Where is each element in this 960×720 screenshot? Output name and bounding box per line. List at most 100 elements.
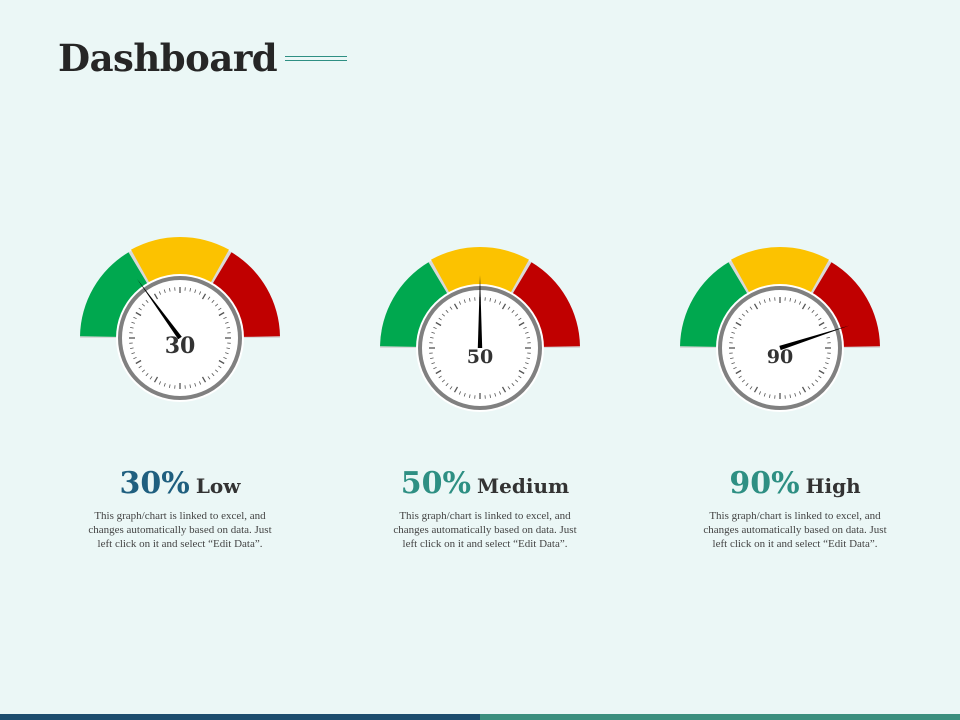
gauge-tick bbox=[763, 299, 766, 303]
gauge-tick bbox=[163, 383, 166, 387]
gauge-tick bbox=[431, 331, 435, 334]
gauge-tick bbox=[133, 356, 137, 360]
gauge-tick bbox=[515, 313, 519, 317]
gauge-tick bbox=[441, 379, 445, 383]
gauge-tick bbox=[826, 357, 830, 359]
gauge-tick bbox=[218, 311, 225, 317]
gauge-tick bbox=[430, 357, 434, 359]
gauge-tick bbox=[225, 352, 229, 355]
gauge-tick bbox=[218, 365, 222, 369]
gauge-tick bbox=[218, 307, 222, 311]
gauge-tick bbox=[794, 393, 797, 397]
level-label: Low bbox=[195, 474, 241, 498]
gauge-tick bbox=[523, 326, 527, 330]
gauge-tick bbox=[135, 359, 142, 365]
gauge-tick bbox=[758, 301, 762, 305]
gauge-tick bbox=[189, 384, 191, 388]
footer-bar bbox=[0, 714, 960, 720]
gauge-tick bbox=[169, 288, 171, 292]
gauge-band-green bbox=[380, 262, 449, 347]
gauge-tick bbox=[158, 291, 162, 295]
gauge-tick bbox=[511, 383, 515, 387]
gauge-tick bbox=[469, 298, 471, 302]
gauge-tick bbox=[207, 296, 211, 300]
gauge-tick bbox=[211, 373, 215, 377]
gauge-tick bbox=[501, 386, 507, 393]
gauge-tick bbox=[501, 303, 507, 310]
gauge-tick bbox=[823, 366, 827, 370]
gauge-tick bbox=[149, 376, 153, 380]
gauge-needle bbox=[477, 275, 483, 348]
gauge-tick bbox=[798, 301, 802, 305]
gauge-tick bbox=[815, 379, 819, 383]
gauge-tick bbox=[430, 337, 434, 339]
gauge-tick bbox=[431, 362, 435, 365]
gauge-band-red bbox=[511, 262, 580, 347]
gauge-tick bbox=[730, 337, 734, 339]
gauge-tick bbox=[789, 394, 791, 398]
gauge-tick bbox=[489, 298, 491, 302]
gauge-tick bbox=[194, 289, 197, 293]
gauge-tick bbox=[794, 299, 797, 303]
gauge-tick bbox=[211, 299, 215, 303]
gauge-ring bbox=[118, 276, 242, 400]
gauge-tick bbox=[733, 326, 737, 330]
gauge-tick bbox=[141, 369, 145, 373]
gauge-tick bbox=[131, 352, 135, 355]
gauge-tick bbox=[225, 321, 229, 324]
gauge-low[interactable]: 30 bbox=[80, 237, 280, 438]
gauge-tick bbox=[735, 321, 742, 327]
gauge-tick bbox=[207, 376, 211, 380]
gauge-tick bbox=[753, 303, 759, 310]
gauge-tick bbox=[198, 381, 202, 385]
gauge-tick bbox=[811, 309, 815, 313]
gauge-tick bbox=[815, 313, 819, 317]
gauge-band-red bbox=[811, 262, 880, 347]
gauge-tick bbox=[130, 347, 134, 349]
gauge-tick bbox=[811, 383, 815, 387]
gauge-tick bbox=[798, 391, 802, 395]
gauge-tick bbox=[438, 375, 442, 379]
gauge-tick bbox=[453, 386, 459, 393]
gauge-tick bbox=[189, 288, 191, 292]
gauge-tick bbox=[435, 369, 442, 375]
description: This graph/chart is linked to excel, and… bbox=[703, 510, 887, 550]
description: This graph/chart is linked to excel, and… bbox=[88, 510, 272, 550]
gauge-tick bbox=[141, 303, 145, 307]
gauge-tick bbox=[818, 369, 825, 375]
gauge-tick bbox=[825, 362, 829, 365]
gauge-tick bbox=[518, 369, 525, 375]
gauge-band-green bbox=[80, 252, 149, 337]
gauge-tick bbox=[169, 384, 171, 388]
percent-label: 90% bbox=[729, 466, 800, 501]
description: This graph/chart is linked to excel, and… bbox=[393, 510, 577, 550]
gauge-tick bbox=[215, 303, 219, 307]
gauge-tick bbox=[494, 299, 497, 303]
level-label: Medium bbox=[477, 474, 570, 498]
caption-medium: 50% Medium This graph/chart is linked to … bbox=[370, 466, 600, 551]
gauge-tick bbox=[749, 306, 753, 310]
page-title: Dashboard bbox=[58, 36, 278, 80]
gauge-tick bbox=[498, 301, 502, 305]
gauge-high[interactable]: 90 bbox=[680, 247, 880, 448]
gauge-needle bbox=[137, 278, 182, 340]
gauge-tick bbox=[733, 366, 737, 370]
gauge-tick bbox=[218, 359, 225, 365]
gauge-tick bbox=[449, 386, 453, 390]
gauge-tick bbox=[489, 394, 491, 398]
gauge-tick bbox=[153, 376, 159, 383]
gauge-tick bbox=[201, 376, 207, 383]
gauge-ring bbox=[718, 286, 842, 410]
gauge-tick bbox=[226, 347, 230, 349]
gauge-medium[interactable]: 50 bbox=[380, 247, 580, 448]
gauge-tick bbox=[525, 362, 529, 365]
gauge-needle bbox=[779, 325, 850, 351]
gauge-band-yellow bbox=[431, 247, 529, 294]
gauge-svg: 50 bbox=[380, 247, 580, 412]
percent-label: 30% bbox=[119, 466, 190, 501]
gauge-tick bbox=[223, 356, 227, 360]
gauge-tick bbox=[745, 383, 749, 387]
gauge-tick bbox=[763, 393, 766, 397]
gauge-tick bbox=[523, 366, 527, 370]
gauge-tick bbox=[818, 375, 822, 379]
